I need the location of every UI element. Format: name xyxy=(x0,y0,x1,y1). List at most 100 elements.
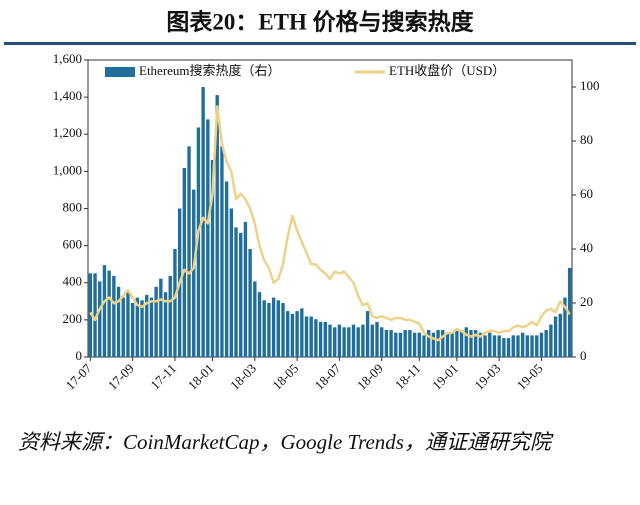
bar xyxy=(347,327,351,357)
x-tick-label: 19-03 xyxy=(471,361,503,393)
bar xyxy=(379,327,384,357)
y2-tick-label: 40 xyxy=(580,240,593,255)
bar xyxy=(121,297,125,357)
bar xyxy=(412,332,417,357)
y-tick-label: 200 xyxy=(63,311,83,326)
x-tick-label: 18-05 xyxy=(269,361,301,393)
bar xyxy=(224,181,229,357)
bar xyxy=(253,281,257,357)
legend-swatch xyxy=(105,67,135,77)
bar xyxy=(140,300,144,357)
y-tick-label: 600 xyxy=(63,237,83,252)
bar xyxy=(361,324,365,357)
bar xyxy=(549,324,553,357)
bar xyxy=(93,273,97,357)
bar xyxy=(182,168,187,357)
bar xyxy=(408,330,412,357)
legend-label: Ethereum搜索热度（右） xyxy=(139,63,281,78)
y-tick-label: 1,600 xyxy=(53,51,82,66)
bar xyxy=(351,324,356,357)
bar xyxy=(271,297,276,357)
bar xyxy=(98,281,102,357)
bar xyxy=(431,332,436,357)
bar xyxy=(173,249,177,357)
bar xyxy=(112,276,116,357)
bar xyxy=(201,87,205,357)
bar xyxy=(281,303,285,357)
x-tick-label: 17-11 xyxy=(147,361,179,393)
bar xyxy=(220,146,224,357)
bar xyxy=(530,335,534,357)
bar xyxy=(304,316,309,357)
title-rule xyxy=(4,42,636,45)
bar xyxy=(539,332,544,357)
bar xyxy=(333,327,337,357)
y-tick-label: 1,200 xyxy=(53,125,82,140)
bar xyxy=(441,330,445,357)
bar xyxy=(192,189,196,357)
bar xyxy=(488,332,492,357)
y2-tick-label: 20 xyxy=(580,294,593,309)
bar xyxy=(516,335,520,357)
bar xyxy=(295,311,299,357)
bar xyxy=(314,319,318,357)
bar xyxy=(558,313,562,357)
bar xyxy=(553,316,558,357)
bar xyxy=(145,294,149,357)
y-tick-label: 400 xyxy=(63,274,83,289)
x-tick-label: 18-07 xyxy=(312,360,344,392)
y-tick-label: 0 xyxy=(76,348,83,363)
x-tick-label: 18-01 xyxy=(185,361,217,393)
bar xyxy=(422,335,426,357)
source-note: 资料来源：CoinMarketCap，Google Trends，通证通研究院 xyxy=(18,430,551,454)
price-line xyxy=(89,105,571,342)
bar xyxy=(210,159,215,357)
bar xyxy=(196,127,201,357)
bar xyxy=(459,330,464,357)
x-tick-label: 18-09 xyxy=(354,361,386,393)
bar xyxy=(159,278,163,357)
bar xyxy=(168,276,172,357)
bar xyxy=(370,324,374,357)
bar xyxy=(149,297,154,357)
y2-tick-label: 80 xyxy=(580,132,593,147)
bar xyxy=(506,338,511,357)
bar xyxy=(276,300,281,357)
bar xyxy=(257,292,262,357)
bar xyxy=(478,332,483,357)
bar xyxy=(300,308,304,357)
bar xyxy=(130,303,135,357)
bar xyxy=(394,332,398,357)
bar xyxy=(328,324,332,357)
bar xyxy=(116,286,121,357)
y-tick-label: 1,400 xyxy=(53,88,82,103)
bar xyxy=(492,335,497,357)
bar xyxy=(398,332,403,357)
bar xyxy=(544,330,548,357)
bar xyxy=(243,222,248,357)
bar xyxy=(473,330,478,357)
bar xyxy=(248,249,252,357)
bar xyxy=(384,330,389,357)
bar xyxy=(206,119,210,358)
bar xyxy=(342,327,346,357)
bar xyxy=(450,332,454,357)
bar xyxy=(356,327,360,357)
bar xyxy=(497,335,501,357)
bar xyxy=(262,300,266,357)
bar xyxy=(389,330,393,357)
chart-title: 图表20：ETH 价格与搜索热度 xyxy=(166,8,474,34)
bar xyxy=(229,208,234,357)
bar xyxy=(318,321,323,357)
bar xyxy=(215,95,219,357)
bar xyxy=(163,292,168,357)
chart: 图表20：ETH 价格与搜索热度 02004006008001,0001,200… xyxy=(4,8,636,393)
x-tick-label: 17-07 xyxy=(63,360,95,392)
y-tick-label: 800 xyxy=(63,199,83,214)
bar xyxy=(126,292,130,357)
bar xyxy=(525,335,530,357)
bar xyxy=(309,316,313,357)
legend-label: ETH收盘价（USD） xyxy=(389,63,505,78)
bar xyxy=(436,330,440,357)
